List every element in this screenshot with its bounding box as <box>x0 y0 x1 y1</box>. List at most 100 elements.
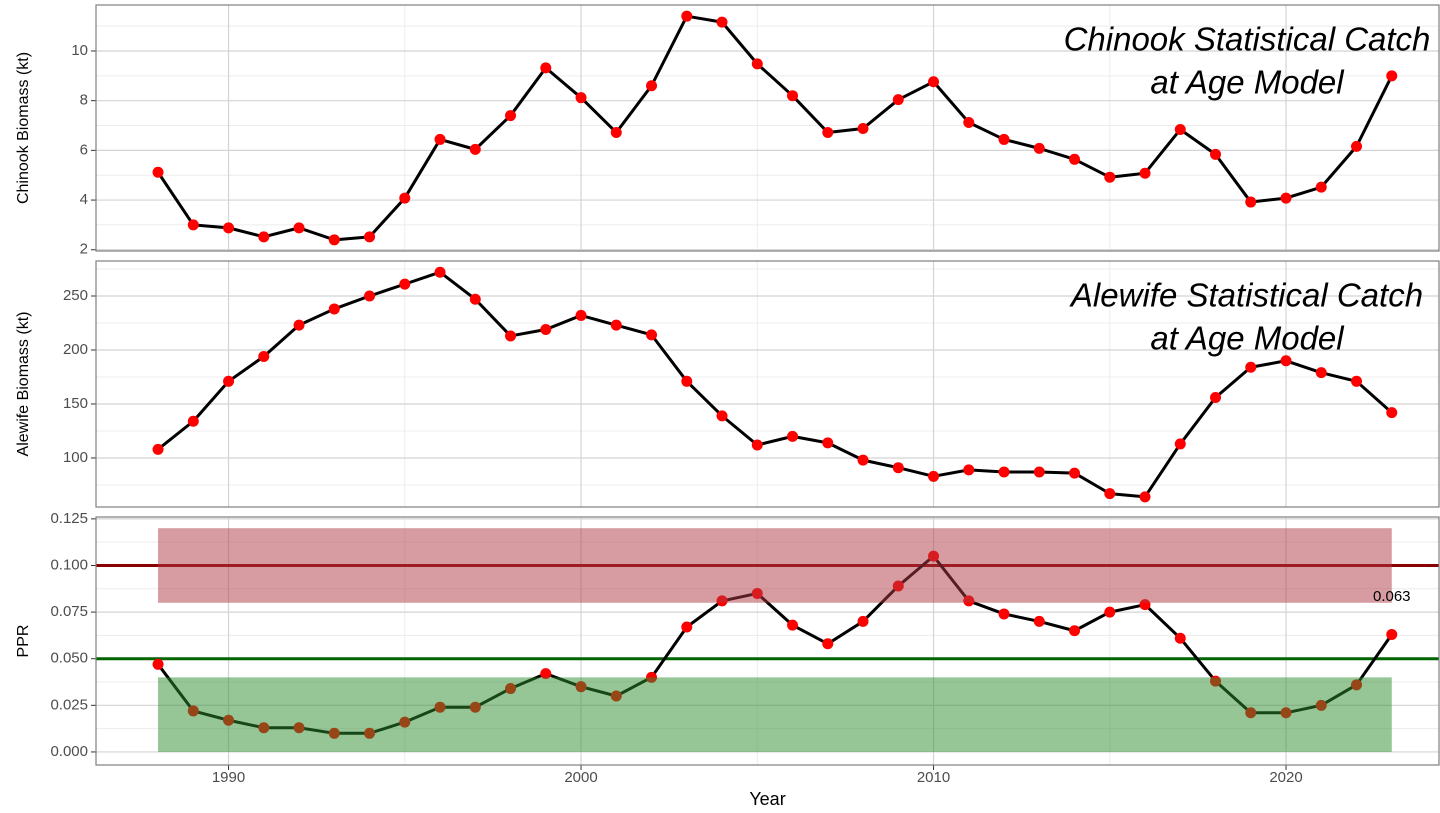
y-tick-label: 0.050 <box>50 650 88 667</box>
data-point <box>1069 467 1081 479</box>
data-point <box>998 133 1010 145</box>
y-tick-label: 0.025 <box>50 696 88 713</box>
x-tick-label: 2010 <box>917 769 950 786</box>
data-point <box>646 329 658 341</box>
data-point <box>998 608 1010 620</box>
y-tick-label: 0.125 <box>50 510 88 527</box>
data-point <box>187 219 199 231</box>
data-point <box>364 231 376 243</box>
annotation: 0.063 <box>1373 588 1411 605</box>
y-tick-label: 200 <box>63 341 88 358</box>
data-point <box>1280 192 1292 204</box>
y-tick-label: 6 <box>80 141 88 158</box>
data-point <box>540 62 552 74</box>
data-point <box>1069 625 1081 637</box>
data-point <box>434 266 446 278</box>
data-point <box>787 430 799 442</box>
x-tick-label: 2000 <box>564 769 597 786</box>
x-axis-label: Year <box>749 789 785 809</box>
data-point <box>1280 355 1292 367</box>
y-axis-label: PPR <box>15 625 32 658</box>
data-point <box>1315 181 1327 193</box>
data-point <box>187 415 199 427</box>
panel-title: at Age Model <box>1150 320 1345 357</box>
data-point <box>540 668 552 680</box>
data-point <box>1104 488 1116 500</box>
data-point <box>1033 466 1045 478</box>
data-point <box>610 126 622 138</box>
data-point <box>1104 606 1116 618</box>
y-tick-label: 10 <box>71 42 88 59</box>
data-point <box>540 323 552 335</box>
data-point <box>1104 171 1116 183</box>
data-point <box>1033 615 1045 627</box>
x-tick-label: 1990 <box>212 769 245 786</box>
y-tick-label: 0.100 <box>50 556 88 573</box>
data-point <box>1174 438 1186 450</box>
data-point <box>1386 628 1398 640</box>
data-point <box>610 319 622 331</box>
data-point <box>1174 123 1186 135</box>
data-point <box>293 222 305 234</box>
data-point <box>751 58 763 70</box>
data-point <box>857 122 869 134</box>
data-point <box>1210 148 1222 160</box>
data-point <box>681 375 693 387</box>
data-point <box>787 619 799 631</box>
series-line <box>157 270 1393 499</box>
data-point <box>328 303 340 315</box>
data-point <box>1351 140 1363 152</box>
data-point <box>681 621 693 633</box>
data-point <box>1139 491 1151 503</box>
data-point <box>646 80 658 92</box>
y-tick-label: 8 <box>80 92 88 109</box>
data-point <box>928 470 940 482</box>
y-tick-label: 2 <box>80 241 88 258</box>
panel-border <box>95 516 1440 766</box>
data-point <box>822 437 834 449</box>
data-point <box>152 658 164 670</box>
series-line <box>156 14 1394 242</box>
data-point <box>1139 167 1151 179</box>
data-point <box>857 615 869 627</box>
y-tick-label: 100 <box>63 449 88 466</box>
y-axis-label: Chinook Biomass (kt) <box>15 52 32 204</box>
data-point <box>152 166 164 178</box>
data-point <box>716 16 728 28</box>
data-point <box>293 319 305 331</box>
data-point <box>681 10 693 22</box>
panel-border <box>95 260 1440 508</box>
data-point <box>963 464 975 476</box>
data-point <box>505 110 517 122</box>
data-point <box>822 638 834 650</box>
y-tick-label: 150 <box>63 395 88 412</box>
data-point <box>575 92 587 104</box>
data-point <box>434 133 446 145</box>
data-point <box>469 293 481 305</box>
data-point <box>822 126 834 138</box>
panel-title: at Age Model <box>1150 64 1345 101</box>
x-tick-label: 2020 <box>1269 769 1302 786</box>
y-tick-label: 0.000 <box>50 743 88 760</box>
data-point <box>1245 361 1257 373</box>
panel-title: Alewife Statistical Catch <box>1069 277 1423 314</box>
data-point <box>223 222 235 234</box>
data-point <box>328 234 340 246</box>
panel-title: Chinook Statistical Catch <box>1064 21 1431 58</box>
data-point <box>1386 70 1398 82</box>
data-point <box>399 192 411 204</box>
y-tick-label: 0.075 <box>50 603 88 620</box>
threshold-band <box>158 677 1392 752</box>
data-point <box>716 410 728 422</box>
data-point <box>787 90 799 102</box>
data-point <box>998 466 1010 478</box>
data-point <box>1033 142 1045 154</box>
data-point <box>258 350 270 362</box>
data-point <box>928 76 940 88</box>
data-point <box>892 462 904 474</box>
data-point <box>1245 196 1257 208</box>
y-tick-label: 250 <box>63 287 88 304</box>
data-point <box>1315 367 1327 379</box>
data-point <box>505 330 517 342</box>
